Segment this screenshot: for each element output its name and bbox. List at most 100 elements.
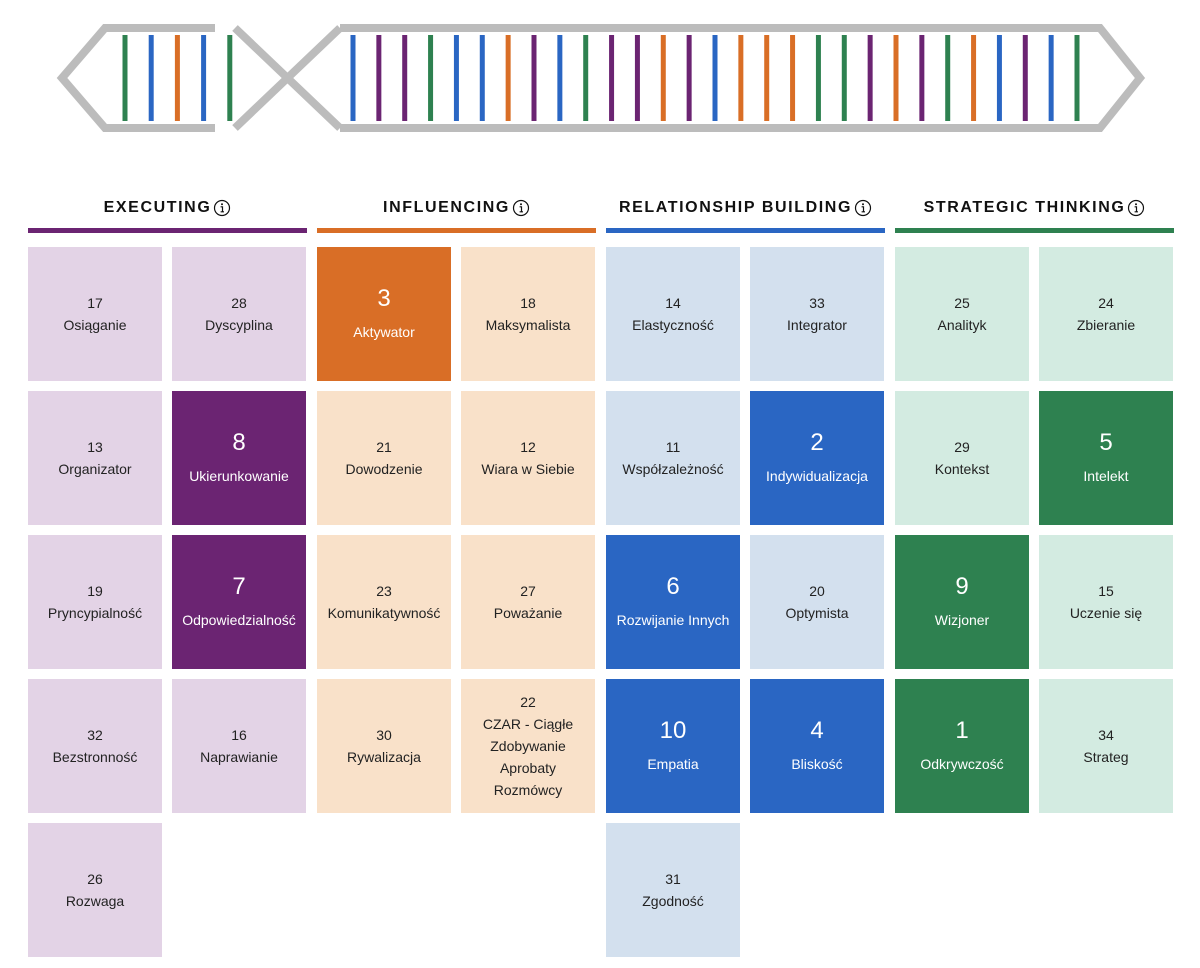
strength-tile[interactable]: 3 Aktywator xyxy=(317,247,451,381)
strength-name: Organizator xyxy=(58,461,132,477)
strength-rank: 14 xyxy=(665,295,681,311)
strength-rank: 28 xyxy=(231,295,247,311)
domain-header: RELATIONSHIP BUILDING xyxy=(606,165,885,223)
strength-name: Wiara w Siebie xyxy=(481,461,575,477)
strength-tile[interactable]: 30 Rywalizacja xyxy=(317,679,451,813)
strength-tile[interactable]: 15 Uczenie się xyxy=(1039,535,1173,669)
domain-header: EXECUTING xyxy=(28,165,307,223)
strength-name: Wizjoner xyxy=(934,612,990,628)
domain-title: RELATIONSHIP BUILDING xyxy=(618,199,852,216)
strength-name: Indywidualizacja xyxy=(766,468,868,484)
strength-name: Odpowiedzialność xyxy=(182,612,296,628)
domain-title: STRATEGIC THINKING xyxy=(923,199,1126,216)
info-icon[interactable] xyxy=(213,199,231,217)
strength-tile[interactable]: 2 Indywidualizacja xyxy=(750,391,884,525)
strength-tile[interactable]: 28 Dyscyplina xyxy=(172,247,306,381)
strength-name: Ukierunkowanie xyxy=(189,468,289,484)
strength-name: Dowodzenie xyxy=(345,461,423,477)
strength-name: Empatia xyxy=(647,756,699,772)
strength-name: Zgodność xyxy=(642,893,704,909)
strength-name: Rozwijanie Innych xyxy=(616,612,730,628)
strength-rank: 18 xyxy=(520,295,536,311)
strength-rank: 30 xyxy=(376,727,392,743)
strength-tile[interactable]: 17 Osiąganie xyxy=(28,247,162,381)
domain-header: STRATEGIC THINKING xyxy=(895,165,1174,223)
strength-rank: 16 xyxy=(231,727,247,743)
strength-name: Intelekt xyxy=(1083,468,1129,484)
strength-tile[interactable]: 27 Poważanie xyxy=(461,535,595,669)
strength-tile[interactable]: 14 Elastyczność xyxy=(606,247,740,381)
strength-rank: 22 xyxy=(520,694,536,710)
strength-tile[interactable]: 21 Dowodzenie xyxy=(317,391,451,525)
info-icon[interactable] xyxy=(512,199,530,217)
strength-rank: 23 xyxy=(376,583,392,599)
strength-name: Optymista xyxy=(785,605,849,621)
strength-tile[interactable]: 10 Empatia xyxy=(606,679,740,813)
strength-rank: 20 xyxy=(809,583,825,599)
strength-tile[interactable]: 20 Optymista xyxy=(750,535,884,669)
strength-rank: 15 xyxy=(1098,583,1114,599)
strength-rank: 21 xyxy=(376,439,392,455)
strength-rank: 31 xyxy=(665,871,681,887)
strength-tile[interactable]: 18 Maksymalista xyxy=(461,247,595,381)
strength-name: Współzależność xyxy=(622,461,724,477)
strength-name: Kontekst xyxy=(934,461,990,477)
strength-rank: 8 xyxy=(232,429,246,456)
strength-tile[interactable]: 16 Naprawianie xyxy=(172,679,306,813)
strength-name: Integrator xyxy=(787,317,847,333)
strength-tile[interactable]: 29 Kontekst xyxy=(895,391,1029,525)
strength-tile[interactable]: 22 CZAR - Ciągłe Zdobywanie Aprobaty Rozm… xyxy=(461,679,595,813)
strength-tile[interactable]: 23 Komunikatywność xyxy=(317,535,451,669)
strength-tile[interactable]: 34 Strateg xyxy=(1039,679,1173,813)
strength-name: Pryncypialność xyxy=(47,605,143,621)
strength-tile[interactable]: 26 Rozwaga xyxy=(28,823,162,957)
strength-name: Maksymalista xyxy=(485,317,571,333)
strength-tile[interactable]: 32 Bezstronność xyxy=(28,679,162,813)
strength-name: Osiąganie xyxy=(63,317,127,333)
strength-tile[interactable]: 4 Bliskość xyxy=(750,679,884,813)
strength-rank: 4 xyxy=(810,717,824,744)
strength-rank: 6 xyxy=(666,573,680,600)
strength-tile[interactable]: 24 Zbieranie xyxy=(1039,247,1173,381)
strength-name: Strateg xyxy=(1083,749,1129,765)
strength-tile[interactable]: 6 Rozwijanie Innych xyxy=(606,535,740,669)
strength-name: CZAR - Ciągłe Zdobywanie Aprobaty Rozmów… xyxy=(482,716,574,798)
domain-bar xyxy=(895,228,1174,233)
strength-name: Bliskość xyxy=(791,756,843,772)
strength-tile[interactable]: 7 Odpowiedzialność xyxy=(172,535,306,669)
strength-rank: 13 xyxy=(87,439,103,455)
strength-tile[interactable]: 13 Organizator xyxy=(28,391,162,525)
strength-tile[interactable]: 8 Ukierunkowanie xyxy=(172,391,306,525)
strength-name: Zbieranie xyxy=(1076,317,1136,333)
strength-tile[interactable]: 9 Wizjoner xyxy=(895,535,1029,669)
strength-name: Aktywator xyxy=(353,324,415,340)
info-icon[interactable] xyxy=(854,199,872,217)
strength-tile[interactable]: 31 Zgodność xyxy=(606,823,740,957)
strength-rank: 24 xyxy=(1098,295,1114,311)
strength-name: Rywalizacja xyxy=(347,749,421,765)
strength-rank: 11 xyxy=(665,439,681,455)
strength-tile[interactable]: 25 Analityk xyxy=(895,247,1029,381)
strength-name: Komunikatywność xyxy=(327,605,441,621)
strength-tile[interactable]: 33 Integrator xyxy=(750,247,884,381)
strength-name: Bezstronność xyxy=(52,749,138,765)
strength-name: Dyscyplina xyxy=(205,317,273,333)
strength-rank: 33 xyxy=(809,295,825,311)
strength-name: Analityk xyxy=(937,317,987,333)
info-icon[interactable] xyxy=(1127,199,1145,217)
strength-tile[interactable]: 1 Odkrywczość xyxy=(895,679,1029,813)
strength-tile[interactable]: 11 Współzależność xyxy=(606,391,740,525)
strength-strip xyxy=(56,24,1146,132)
strength-tile[interactable]: 12 Wiara w Siebie xyxy=(461,391,595,525)
strength-tile[interactable]: 19 Pryncypialność xyxy=(28,535,162,669)
strength-rank: 19 xyxy=(87,583,103,599)
domain-title: INFLUENCING xyxy=(383,199,510,216)
domain-bar xyxy=(28,228,307,233)
strength-rank: 7 xyxy=(232,573,246,600)
strength-rank: 3 xyxy=(377,285,391,312)
strength-rank: 27 xyxy=(520,583,536,599)
strength-rank: 12 xyxy=(520,439,536,455)
strength-tile[interactable]: 5 Intelekt xyxy=(1039,391,1173,525)
domain-title: EXECUTING xyxy=(103,199,212,216)
